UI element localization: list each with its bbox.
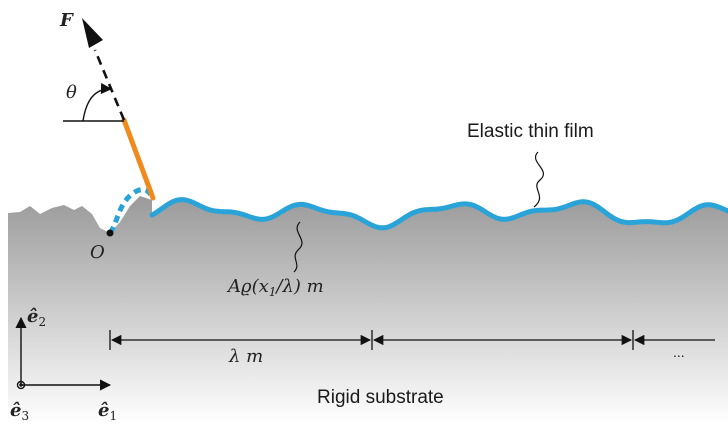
axis-e3-subscript: 3 <box>21 409 29 423</box>
profile-subscript: 1 <box>269 285 277 299</box>
profile-label-pointer <box>293 221 303 273</box>
axis-e1-symbol: ê <box>98 400 109 421</box>
profile-middle: /λ) <box>274 276 306 297</box>
period-unit: m <box>246 346 263 367</box>
period-symbol: λ <box>228 346 246 367</box>
axis-e1-subscript: 1 <box>109 409 117 423</box>
angle-arc <box>82 82 113 122</box>
angle-label: θ <box>66 82 77 103</box>
axis-e3-symbol: ê <box>10 400 21 421</box>
axis-e1-label: ê1 <box>98 400 117 423</box>
axis-e2-label: ê2 <box>27 306 46 329</box>
profile-function: ϱ(x <box>241 276 269 297</box>
elastic-thin-film <box>149 197 728 231</box>
peeled-film-arm <box>121 117 156 201</box>
substrate-label: Rigid substrate <box>317 387 444 408</box>
period-dimension <box>109 330 715 350</box>
profile-prefix: A <box>226 276 241 297</box>
film-label-pointer <box>533 151 544 208</box>
period-label: λ m <box>228 346 263 367</box>
axis-e2-symbol: ê <box>27 306 38 327</box>
ellipsis: ... <box>673 344 685 360</box>
origin-point <box>106 229 114 237</box>
force-label: F <box>59 10 74 31</box>
axis-e3-label: ê3 <box>10 400 29 423</box>
force-arrowhead <box>82 18 103 48</box>
film-label: Elastic thin film <box>467 121 594 142</box>
origin-label: O <box>90 242 105 263</box>
rigid-substrate <box>8 196 728 424</box>
coordinate-axes <box>15 316 112 391</box>
axis-e2-subscript: 2 <box>38 315 46 329</box>
force-direction-line <box>93 49 126 121</box>
profile-label: Aϱ(x1/λ) m <box>226 276 324 299</box>
profile-unit: m <box>307 276 324 297</box>
